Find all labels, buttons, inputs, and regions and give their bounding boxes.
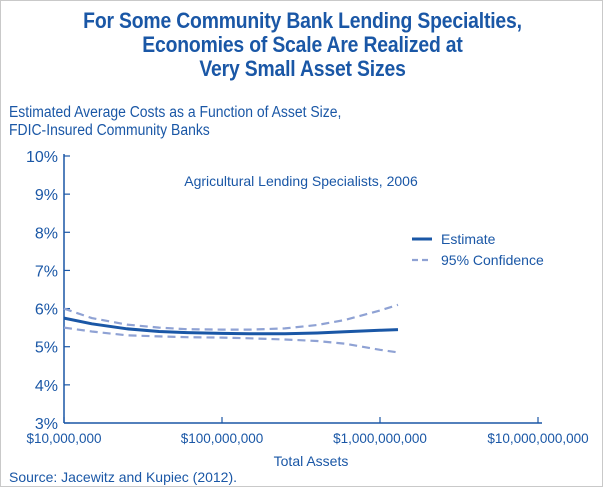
source-note: Source: Jacewitz and Kupiec (2012). — [9, 469, 237, 485]
y-tick-label: 6% — [35, 302, 58, 319]
axes: 3% 4% 5% 6% 7% 8% 9% 10% $10,000,000 $100,000,000… — [26, 149, 589, 446]
y-tick-label: 9% — [35, 187, 58, 204]
legend-confidence-label: 95% Confidence — [441, 252, 544, 268]
x-tick-label: $10,000,000,000 — [487, 431, 588, 446]
x-tick-label: $1,000,000,000 — [333, 431, 427, 446]
legend-estimate-label: Estimate — [441, 231, 496, 247]
chart-title-line-2: Economies of Scale Are Realized at — [142, 32, 463, 57]
chart-title-line-3: Very Small Asset Sizes — [199, 56, 406, 81]
legend: Estimate 95% Confidence — [412, 231, 544, 268]
confidence-upper-line — [63, 303, 399, 331]
x-tick-label: $100,000,000 — [181, 431, 264, 446]
series-lines — [63, 303, 399, 354]
y-tick-label: 7% — [35, 263, 58, 280]
chart-subtitle-line-1: Estimated Average Costs as a Function of… — [9, 104, 342, 121]
confidence-lower-line — [63, 326, 399, 354]
y-tick-label: 8% — [35, 225, 58, 242]
chart-subtitle-line-2: FDIC-Insured Community Banks — [9, 122, 210, 139]
y-tick-label: 4% — [35, 378, 58, 395]
chart-title-line-1: For Some Community Bank Lending Specialt… — [83, 8, 522, 33]
inner-chart-title: Agricultural Lending Specialists, 2006 — [184, 173, 418, 189]
y-tick-label: 5% — [35, 340, 58, 357]
x-tick-label: $10,000,000 — [26, 431, 101, 446]
y-tick-label: 3% — [35, 416, 58, 433]
y-tick-label: 10% — [26, 149, 58, 166]
estimate-line — [63, 316, 399, 336]
x-axis-title: Total Assets — [274, 453, 349, 469]
